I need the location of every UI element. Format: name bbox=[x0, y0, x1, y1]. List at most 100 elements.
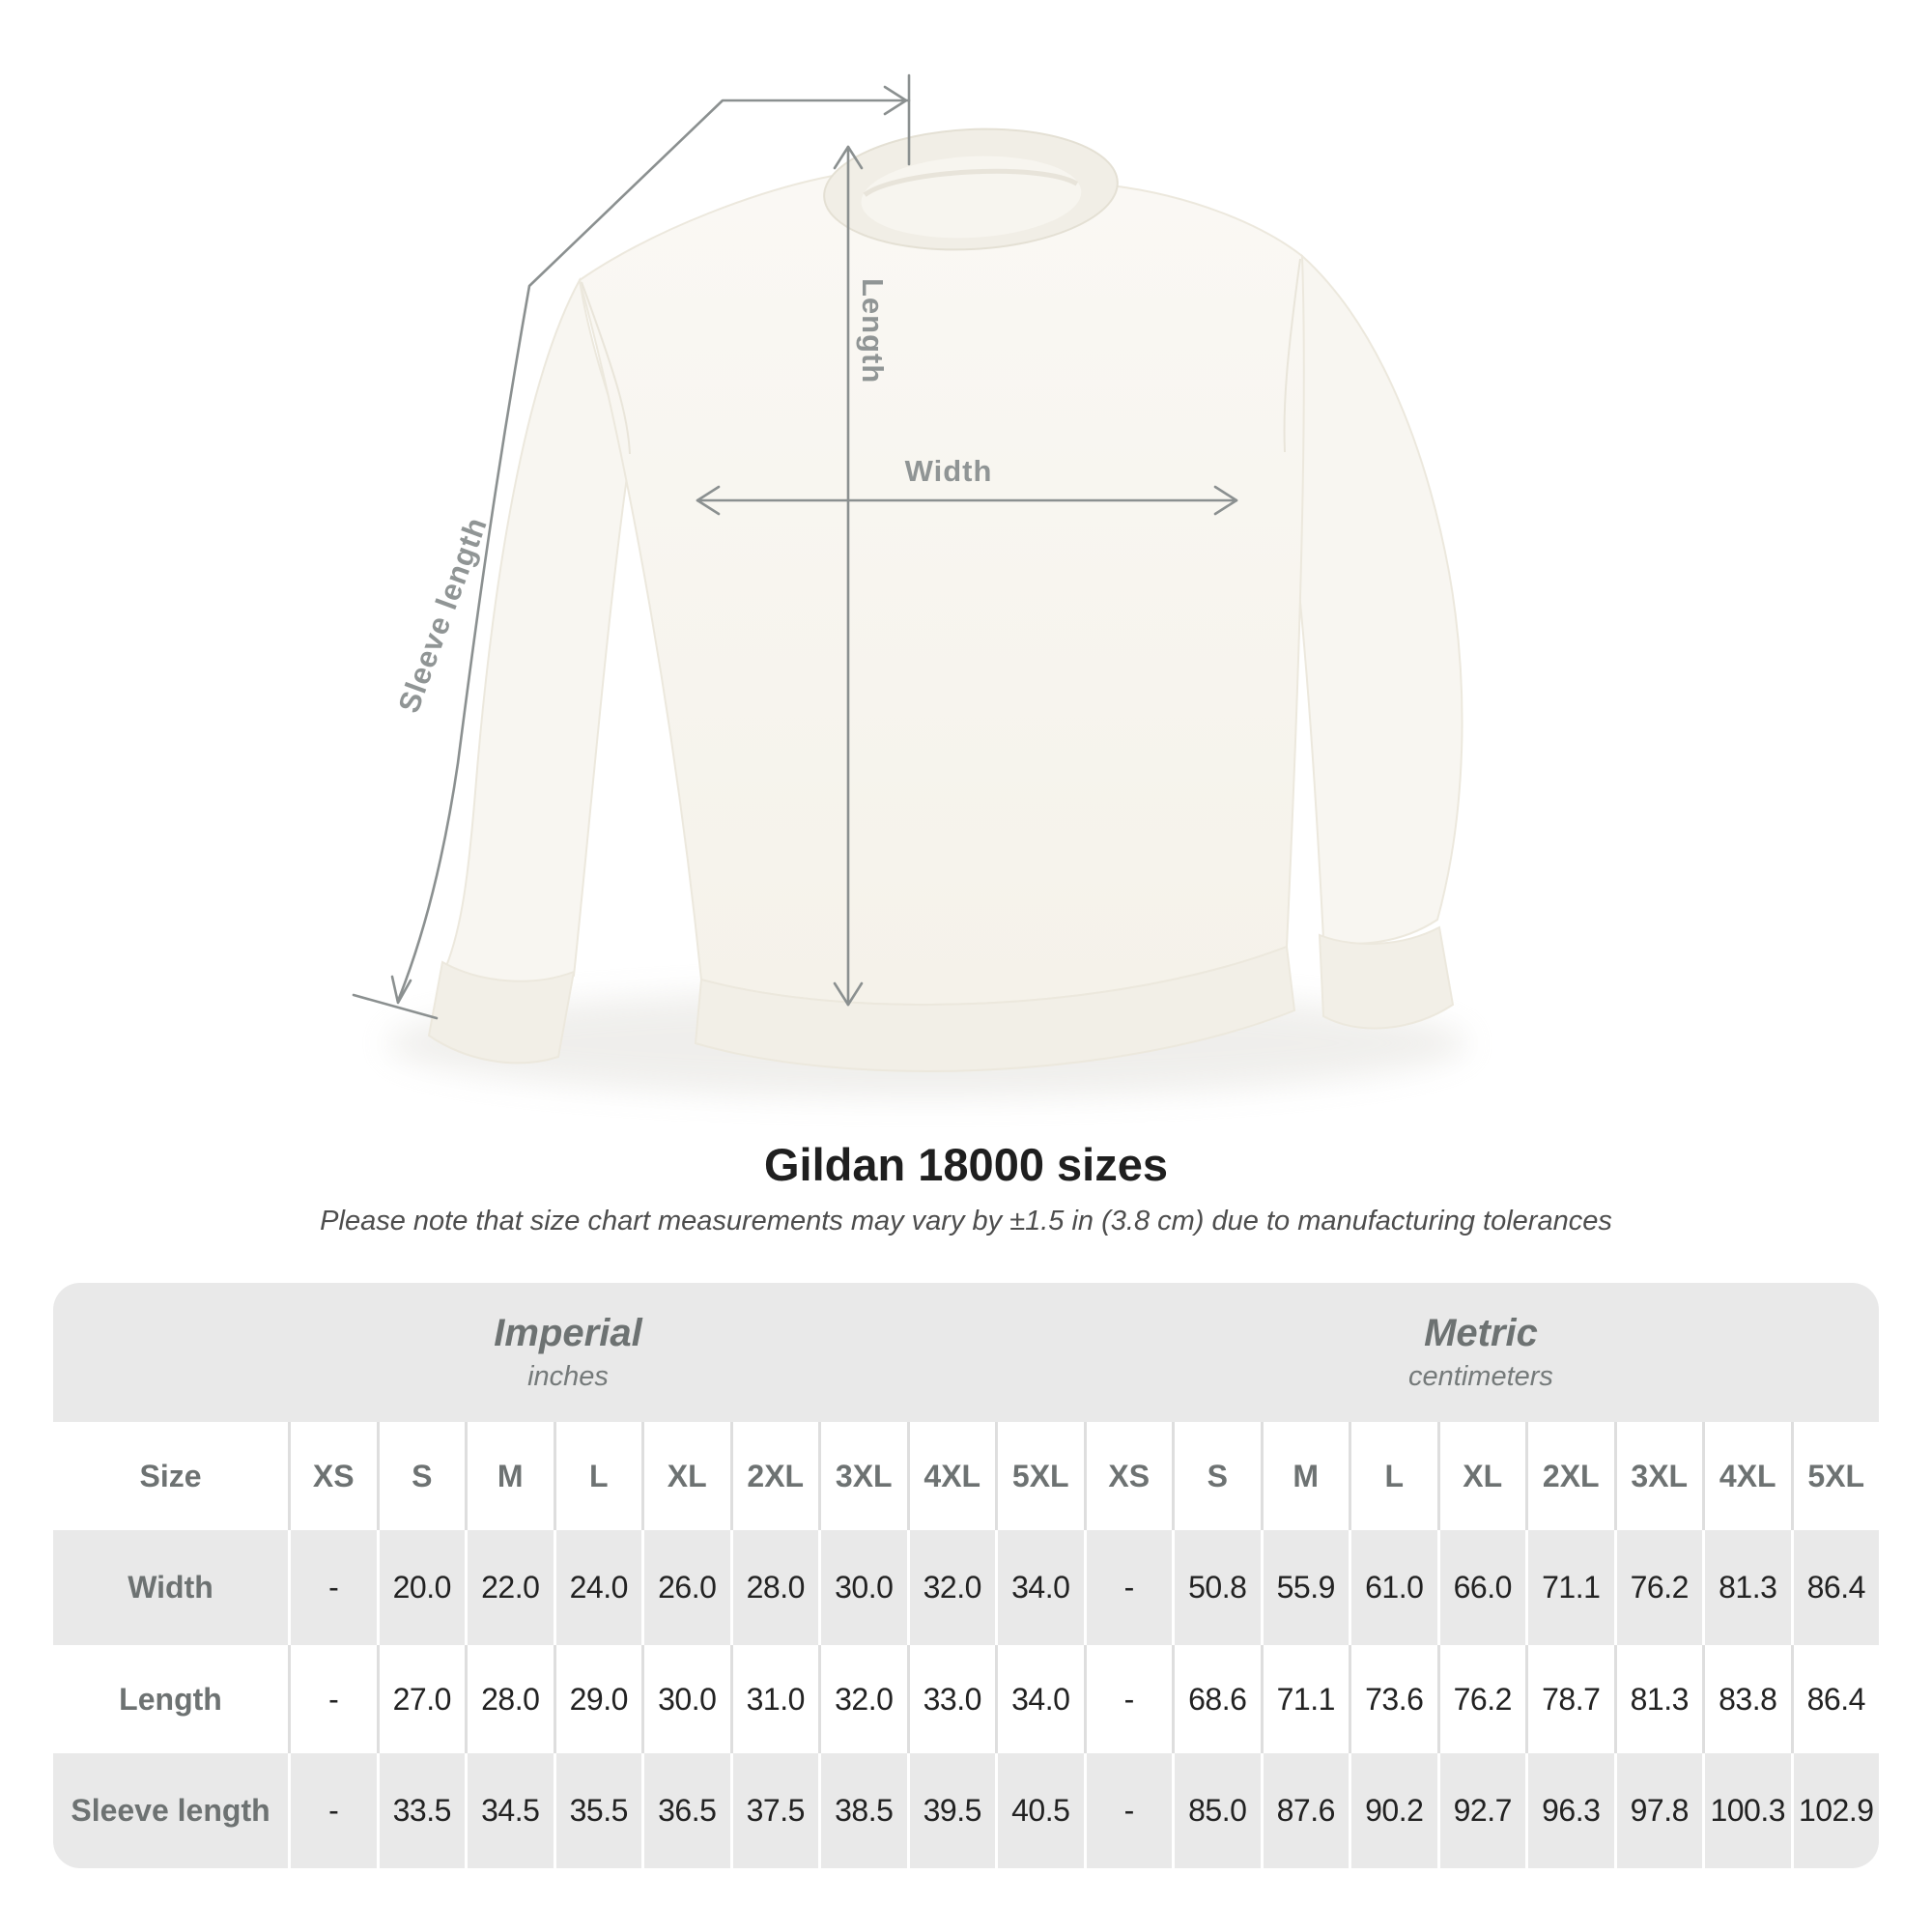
imperial-unit: inches bbox=[527, 1361, 609, 1392]
size-header-cell: XL bbox=[641, 1422, 730, 1530]
value-cell: 76.2 bbox=[1436, 1645, 1526, 1753]
value-cell: - bbox=[288, 1645, 377, 1753]
left-sleeve bbox=[444, 276, 632, 986]
value-cell: 28.0 bbox=[729, 1530, 819, 1645]
left-cuff bbox=[427, 960, 576, 1065]
value-cell: 33.5 bbox=[376, 1753, 466, 1868]
size-header-cell: XL bbox=[1436, 1422, 1526, 1530]
width-label: Width bbox=[905, 454, 993, 488]
imperial-title: Imperial bbox=[494, 1312, 642, 1354]
size-header-cell: 2XL bbox=[729, 1422, 819, 1530]
unit-header-band: Imperial inches Metric centimeters bbox=[53, 1283, 1879, 1422]
value-cell: 83.8 bbox=[1702, 1645, 1791, 1753]
value-cell: 38.5 bbox=[818, 1753, 907, 1868]
value-cell: 22.0 bbox=[465, 1530, 554, 1645]
value-cell: 20.0 bbox=[376, 1530, 466, 1645]
left-armhole-seam bbox=[581, 281, 631, 455]
value-cell: 29.0 bbox=[553, 1645, 642, 1753]
value-cell: 40.5 bbox=[995, 1753, 1084, 1868]
size-header-cell: 5XL bbox=[995, 1422, 1084, 1530]
unit-group-imperial: Imperial inches bbox=[53, 1283, 1083, 1422]
value-cell: 61.0 bbox=[1349, 1530, 1437, 1645]
value-cell: 100.3 bbox=[1702, 1753, 1791, 1868]
size-header-cell: M bbox=[1260, 1422, 1350, 1530]
waistband bbox=[694, 945, 1296, 1072]
size-header-cell: M bbox=[465, 1422, 554, 1530]
product-photo: Length Width Sleeve length bbox=[352, 73, 1468, 1097]
body-panel bbox=[578, 174, 1305, 1007]
sweatshirt-image bbox=[427, 128, 1463, 1072]
value-cell: 55.9 bbox=[1260, 1530, 1350, 1645]
value-cell: 32.0 bbox=[818, 1645, 907, 1753]
size-header-cell: 4XL bbox=[906, 1422, 996, 1530]
value-cell: 32.0 bbox=[906, 1530, 996, 1645]
value-cell: 78.7 bbox=[1525, 1645, 1614, 1753]
value-cell: 30.0 bbox=[641, 1645, 730, 1753]
value-cell: - bbox=[1083, 1753, 1173, 1868]
size-column-header: Size bbox=[139, 1458, 202, 1493]
value-cell: 87.6 bbox=[1260, 1753, 1350, 1868]
table-row-sleeve-length: Sleeve length -33.5 34.5 35.5 36.5 37.5 38.5 39… bbox=[53, 1753, 1879, 1868]
value-cell: 71.1 bbox=[1525, 1530, 1614, 1645]
right-armhole-seam bbox=[1283, 258, 1301, 453]
sweatshirt-diagram: Length Width Sleeve length bbox=[352, 73, 1468, 1097]
table-row-length: Length -27.0 28.0 29.0 30.0 31.0 32.0 33.0 34.0-… bbox=[53, 1645, 1879, 1753]
size-header-cell: L bbox=[553, 1422, 642, 1530]
size-header-cell: S bbox=[376, 1422, 466, 1530]
value-cell: 24.0 bbox=[553, 1530, 642, 1645]
value-cell: 81.3 bbox=[1613, 1645, 1703, 1753]
row-label-cell: Sleeve length bbox=[71, 1793, 270, 1828]
value-cell: 66.0 bbox=[1436, 1530, 1526, 1645]
size-header-cell: 3XL bbox=[818, 1422, 907, 1530]
value-cell: 76.2 bbox=[1613, 1530, 1703, 1645]
value-cell: 96.3 bbox=[1525, 1753, 1614, 1868]
row-label-cell: Length bbox=[119, 1681, 222, 1717]
value-cell: 28.0 bbox=[465, 1645, 554, 1753]
value-cell: 36.5 bbox=[641, 1753, 730, 1868]
value-cell: 30.0 bbox=[818, 1530, 907, 1645]
page-title: Gildan 18000 sizes bbox=[763, 1139, 1169, 1190]
value-cell: 50.8 bbox=[1172, 1530, 1261, 1645]
value-cell: 34.5 bbox=[465, 1753, 554, 1868]
value-cell: 35.5 bbox=[553, 1753, 642, 1868]
value-cell: 37.5 bbox=[729, 1753, 819, 1868]
length-label: Length bbox=[856, 278, 890, 384]
value-cell: 73.6 bbox=[1349, 1645, 1437, 1753]
row-label-cell: Width bbox=[128, 1570, 213, 1605]
value-cell: 97.8 bbox=[1613, 1753, 1703, 1868]
value-cell: - bbox=[288, 1753, 377, 1868]
metric-unit: centimeters bbox=[1408, 1361, 1553, 1392]
value-cell: 86.4 bbox=[1790, 1530, 1880, 1645]
table-row-width: Width -20.0 22.0 24.0 26.0 28.0 30.0 32.0 34.0-5… bbox=[53, 1530, 1879, 1645]
width-arrow bbox=[696, 485, 1238, 516]
page-subtitle: Please note that size chart measurements… bbox=[320, 1206, 1612, 1236]
size-header-cell: XS bbox=[288, 1422, 377, 1530]
value-cell: 81.3 bbox=[1702, 1530, 1791, 1645]
value-cell: 34.0 bbox=[995, 1645, 1084, 1753]
size-header-cell: L bbox=[1349, 1422, 1437, 1530]
unit-group-metric: Metric centimeters bbox=[1083, 1283, 1879, 1422]
size-header-cell: S bbox=[1172, 1422, 1261, 1530]
value-cell: 27.0 bbox=[376, 1645, 466, 1753]
value-cell: 102.9 bbox=[1790, 1753, 1880, 1868]
right-cuff bbox=[1318, 925, 1455, 1030]
size-header-cell: 4XL bbox=[1702, 1422, 1791, 1530]
right-sleeve bbox=[1281, 253, 1463, 945]
size-chart-table: Imperial inches Metric centimeters Size X… bbox=[53, 1283, 1879, 1868]
value-cell: 26.0 bbox=[641, 1530, 730, 1645]
value-cell: 85.0 bbox=[1172, 1753, 1261, 1868]
size-grid: Size XS S M L XL 2XL 3XL 4XL 5XL XS S M L XL 2XL 3XL 4XL 5… bbox=[53, 1422, 1879, 1868]
metric-title: Metric bbox=[1424, 1312, 1538, 1354]
size-header-cell: XS bbox=[1083, 1422, 1173, 1530]
size-header-cell: 5XL bbox=[1790, 1422, 1880, 1530]
value-cell: 34.0 bbox=[995, 1530, 1084, 1645]
value-cell: - bbox=[1083, 1530, 1173, 1645]
value-cell: 86.4 bbox=[1790, 1645, 1880, 1753]
collar bbox=[823, 128, 1119, 251]
value-cell: 71.1 bbox=[1260, 1645, 1350, 1753]
value-cell: 68.6 bbox=[1172, 1645, 1261, 1753]
value-cell: 31.0 bbox=[729, 1645, 819, 1753]
value-cell: 90.2 bbox=[1349, 1753, 1437, 1868]
size-header-row: Size XS S M L XL 2XL 3XL 4XL 5XL XS S M L XL 2XL 3XL 4XL 5… bbox=[53, 1422, 1879, 1530]
